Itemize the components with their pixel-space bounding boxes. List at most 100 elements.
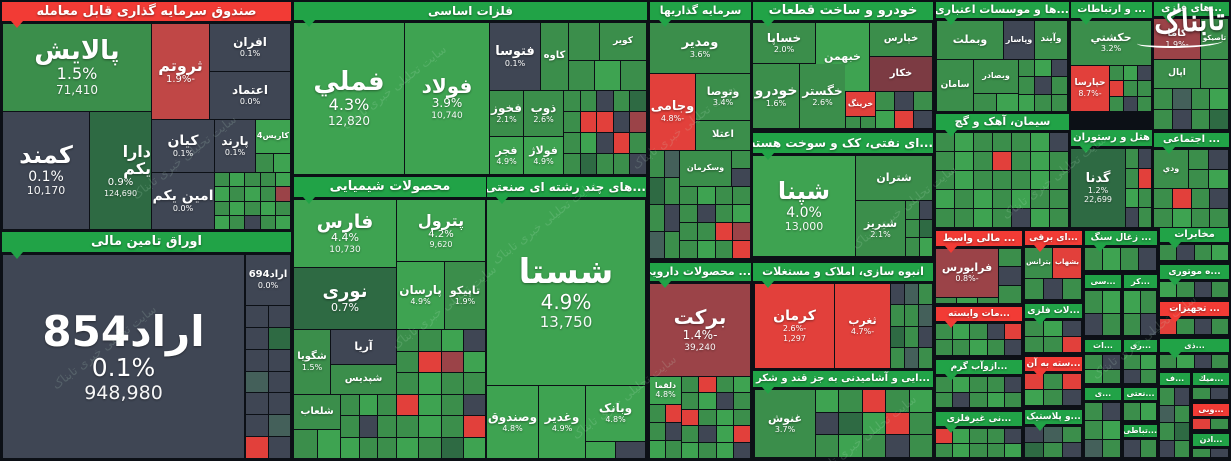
mini-tile[interactable] (256, 154, 273, 172)
tile-خرینگ[interactable]: خرینگ (846, 92, 875, 116)
tile-فتوسا[interactable]: فتوسا 0.1% (490, 23, 540, 90)
mini-tile[interactable] (1139, 208, 1151, 227)
tile-شستا[interactable]: شستا 4.9% 13,750 (487, 200, 645, 385)
mini-tile[interactable] (613, 154, 630, 174)
mini-tile[interactable] (909, 435, 932, 457)
mini-tile[interactable] (1177, 355, 1194, 368)
mini-tile[interactable] (230, 187, 245, 201)
tile-شپدیس[interactable]: شپدیس (331, 365, 396, 394)
mini-tile[interactable] (953, 443, 970, 457)
mini-tile[interactable] (341, 395, 359, 416)
mini-tile[interactable] (597, 133, 613, 153)
mini-tile[interactable] (1211, 449, 1228, 457)
mini-tile[interactable] (463, 416, 485, 437)
mini-tile[interactable] (978, 298, 998, 303)
mini-tile[interactable] (839, 412, 862, 435)
mini-tile[interactable] (839, 390, 862, 412)
tile-نوری[interactable]: نوری 0.7% (294, 268, 396, 329)
mini-tile[interactable] (1211, 245, 1228, 260)
mini-tile[interactable] (273, 154, 290, 172)
mini-tile[interactable] (697, 187, 715, 204)
mini-tile[interactable] (699, 409, 716, 426)
mini-tile[interactable] (682, 377, 699, 393)
mini-tile[interactable] (1210, 189, 1228, 208)
mini-tile[interactable] (715, 205, 733, 222)
mini-tile[interactable] (397, 330, 419, 351)
tile-شتران[interactable]: شتران (856, 156, 932, 200)
mini-tile[interactable] (1177, 319, 1194, 334)
mini-tile[interactable] (1175, 423, 1189, 440)
mini-tile[interactable] (1044, 427, 1062, 442)
mini-tile[interactable] (1063, 374, 1081, 389)
tile-بترانس[interactable]: بترانس (1025, 248, 1052, 278)
mini-tile[interactable] (1025, 279, 1043, 299)
mini-tile[interactable] (419, 351, 441, 372)
mini-tile[interactable] (1103, 313, 1120, 335)
mini-tile[interactable] (1124, 403, 1140, 420)
mini-tile[interactable] (246, 349, 268, 371)
mini-tile[interactable] (697, 241, 715, 258)
mini-tile[interactable] (733, 205, 750, 222)
mini-tile[interactable] (341, 437, 359, 458)
tile-وغدیر[interactable]: وغدیر 4.9% (539, 386, 585, 458)
mini-tile[interactable] (974, 133, 992, 151)
mini-tile[interactable] (987, 377, 1004, 392)
mini-tile[interactable] (359, 437, 378, 458)
mini-tile[interactable] (419, 373, 441, 394)
tile-امین یکم[interactable]: امین یکم 0.0% (152, 173, 214, 229)
mini-tile[interactable] (569, 61, 594, 90)
mini-tile[interactable] (999, 267, 1021, 285)
mini-tile[interactable] (970, 377, 987, 392)
mini-tile[interactable] (1103, 355, 1120, 369)
mini-tile[interactable] (974, 171, 992, 189)
tile-کاوه[interactable]: کاوه (541, 23, 568, 90)
tile-شگویا[interactable]: شگویا 1.5% (294, 330, 330, 394)
mini-tile[interactable] (733, 187, 750, 204)
mini-tile[interactable] (732, 169, 750, 186)
mini-tile[interactable] (595, 61, 620, 90)
mini-tile[interactable] (1019, 77, 1035, 94)
tile-فخوز[interactable]: فخوز 2.1% (490, 91, 523, 136)
mini-tile[interactable] (1050, 133, 1068, 151)
mini-tile[interactable] (1193, 388, 1210, 399)
mini-tile[interactable] (1110, 81, 1123, 96)
mini-tile[interactable] (1124, 369, 1140, 383)
mini-tile[interactable] (441, 351, 463, 372)
mini-tile[interactable] (1031, 171, 1049, 189)
tile-کاما[interactable]: کاما -1.9% (1154, 19, 1200, 59)
mini-tile[interactable] (1194, 245, 1211, 260)
mini-tile[interactable] (630, 112, 646, 132)
mini-tile[interactable] (1154, 208, 1172, 227)
mini-tile[interactable] (906, 201, 919, 219)
mini-tile[interactable] (1035, 94, 1051, 111)
mini-tile[interactable] (268, 393, 290, 415)
mini-tile[interactable] (397, 373, 419, 394)
mini-tile[interactable] (716, 409, 733, 426)
mini-tile[interactable] (1154, 109, 1172, 129)
tile-وجامی[interactable]: وجامی -4.8% (650, 74, 695, 150)
mini-tile[interactable] (1063, 337, 1081, 352)
mini-tile[interactable] (419, 437, 441, 458)
tile-شبریز[interactable]: شبریز 2.1% (856, 201, 905, 256)
mini-tile[interactable] (1139, 188, 1151, 208)
mini-tile[interactable] (613, 112, 630, 132)
mini-tile[interactable] (246, 306, 268, 327)
mini-tile[interactable] (245, 187, 260, 201)
mini-tile[interactable] (1126, 168, 1138, 188)
mini-tile[interactable] (569, 23, 599, 60)
mini-tile[interactable] (891, 305, 904, 326)
tile-فجر[interactable]: فجر 4.9% (490, 137, 523, 174)
mini-tile[interactable] (905, 347, 918, 368)
mini-tile[interactable] (1124, 313, 1140, 335)
mini-tile[interactable] (1211, 419, 1228, 429)
mini-tile[interactable] (1140, 355, 1156, 369)
mini-tile[interactable] (1194, 355, 1211, 368)
mini-tile[interactable] (957, 298, 977, 303)
mini-tile[interactable] (268, 415, 290, 437)
mini-tile[interactable] (1191, 189, 1210, 208)
tile-ودي[interactable]: ودي (1154, 150, 1188, 188)
mini-tile[interactable] (919, 284, 932, 305)
tile-خساپا[interactable]: خساپا 2.0% (753, 23, 815, 63)
tile-فارس[interactable]: فارس 4.4% 10,730 (294, 200, 396, 267)
mini-tile[interactable] (699, 377, 716, 393)
